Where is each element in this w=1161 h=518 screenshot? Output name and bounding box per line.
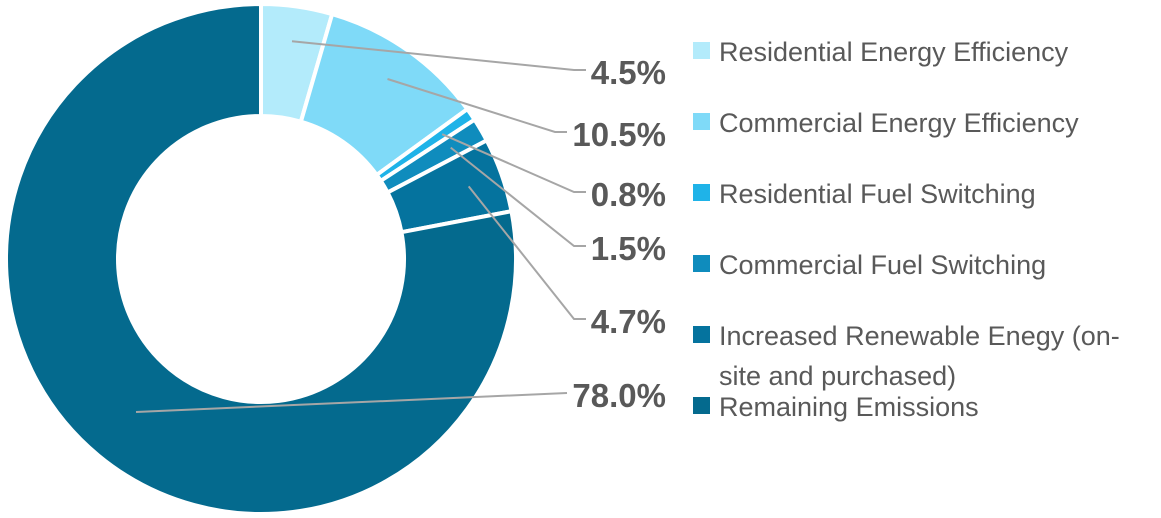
legend-swatch-commercial-fuel-switching: [693, 255, 710, 272]
leader-line-residential-energy-efficiency: [291, 40, 586, 71]
legend-label-residential-energy-efficiency: Residential Energy Efficiency: [719, 37, 1069, 67]
leader-line-commercial-fuel-switching: [450, 146, 586, 247]
legend-label-commercial-fuel-switching: Commercial Fuel Switching: [719, 250, 1046, 280]
legend-label-commercial-energy-efficiency: Commercial Energy Efficiency: [719, 108, 1079, 138]
slice-remaining-emissions: [4, 2, 518, 516]
data-label-residential-energy-efficiency: 4.5%: [591, 54, 666, 91]
leader-line-remaining-emissions: [135, 392, 568, 413]
leader-line-residential-fuel-switching: [441, 133, 586, 193]
legend-label-increased-renewable-enegy-on-site-and-purchased-line2: site and purchased): [719, 361, 956, 391]
data-label-residential-fuel-switching: 0.8%: [591, 176, 666, 213]
legend-label-increased-renewable-enegy-on-site-and-purchased: Increased Renewable Enegy (on-: [719, 321, 1120, 351]
data-label-commercial-energy-efficiency: 10.5%: [572, 116, 666, 153]
legend: Residential Energy Efficiency Commercial …: [693, 37, 1120, 422]
leader-line-commercial-energy-efficiency: [387, 78, 567, 133]
legend-swatch-commercial-energy-efficiency: [693, 113, 710, 130]
legend-label-remaining-emissions: Remaining Emissions: [719, 392, 979, 422]
legend-label-residential-fuel-switching: Residential Fuel Switching: [719, 179, 1036, 209]
data-labels: 4.5% 10.5% 0.8% 1.5% 4.7% 78.0%: [572, 54, 666, 414]
donut-slices: [4, 2, 518, 516]
leader-line-increased-renewable-enegy-on-site-and-purchased: [467, 185, 586, 320]
data-label-commercial-fuel-switching: 1.5%: [591, 230, 666, 267]
data-label-remaining-emissions: 78.0%: [572, 377, 666, 414]
legend-swatch-remaining-emissions: [693, 397, 710, 414]
legend-swatch-increased-renewable-enegy-on-site-and-purchased: [693, 326, 710, 343]
legend-swatch-residential-fuel-switching: [693, 184, 710, 201]
data-label-increased-renewable-enegy-on-site-and-purchased: 4.7%: [591, 303, 666, 340]
leader-lines: [135, 40, 586, 413]
legend-swatch-residential-energy-efficiency: [693, 42, 710, 59]
